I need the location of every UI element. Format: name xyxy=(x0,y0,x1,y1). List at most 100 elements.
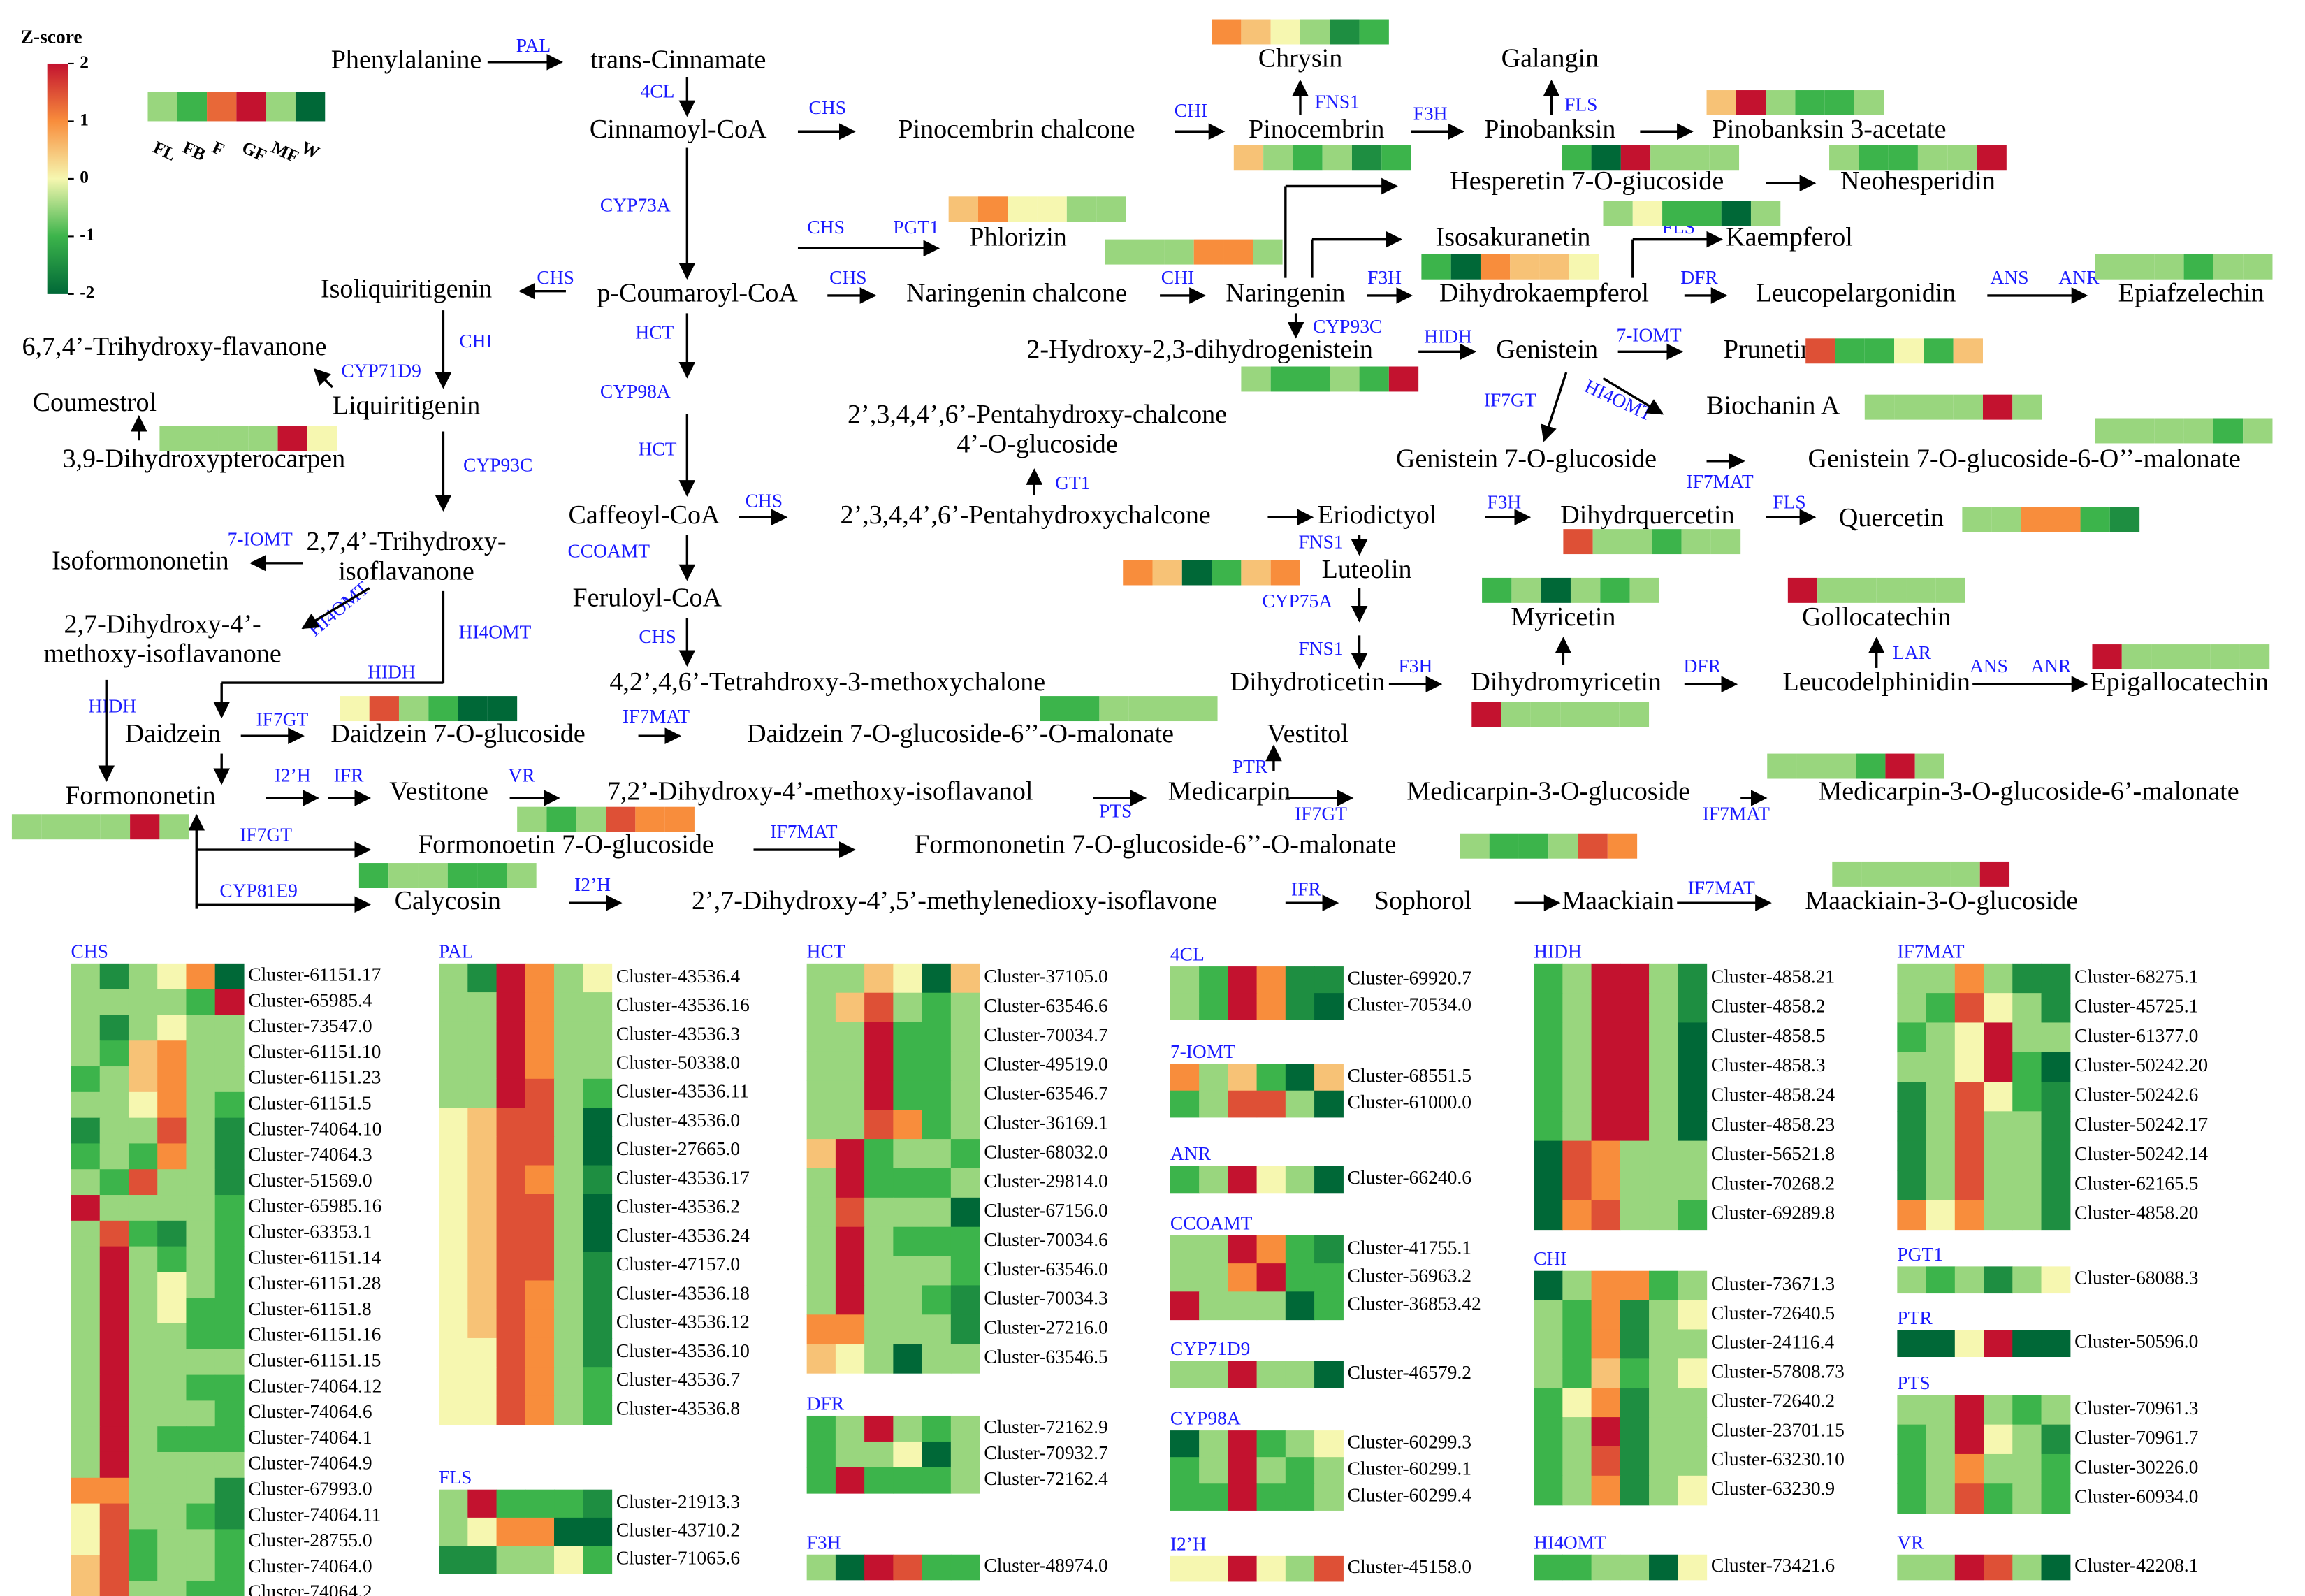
heatmap-cell xyxy=(806,1197,836,1228)
heatmap-cell xyxy=(1953,394,1983,420)
heatmap-cell xyxy=(525,1546,555,1574)
heatmap-cell xyxy=(1314,966,1344,994)
gene-label: CYP71D9 xyxy=(1170,1338,1251,1359)
cluster-label: Cluster-69289.8 xyxy=(1711,1203,1835,1224)
heatmap-cell xyxy=(583,1309,613,1339)
heatmap-cell xyxy=(1578,833,1608,859)
heatmap-cell xyxy=(1534,1022,1563,1053)
heatmap-cell xyxy=(99,1374,129,1402)
heatmap-cell xyxy=(1897,1483,1927,1514)
heatmap-cell xyxy=(71,1298,101,1324)
heatmap-cell xyxy=(1954,1111,1984,1142)
heatmap-cell xyxy=(71,1374,101,1402)
cluster-label: Cluster-63546.0 xyxy=(984,1258,1107,1279)
heatmap-cell xyxy=(835,1226,865,1257)
heatmap-cell xyxy=(806,1022,836,1052)
heatmap-cell xyxy=(439,1050,468,1080)
heatmap-cell xyxy=(1359,19,1389,45)
gene-label: CHS xyxy=(71,941,108,962)
heatmap-cell xyxy=(2121,644,2152,670)
heatmap-cell xyxy=(71,1503,101,1530)
gene-label: PTR xyxy=(1897,1307,1933,1328)
compound: Pinobanksin 3-acetate xyxy=(1713,115,1947,144)
heatmap-cell xyxy=(554,1395,583,1425)
heatmap-cell xyxy=(525,1108,555,1137)
heatmap-cell xyxy=(835,1554,865,1581)
heatmap-cell xyxy=(1681,529,1711,555)
heatmap-cell xyxy=(893,1139,923,1169)
heatmap-cell xyxy=(835,1344,865,1374)
gene-label: IF7MAT xyxy=(1897,941,1964,962)
heatmap-cell xyxy=(1591,1082,1621,1112)
color-scale xyxy=(47,63,68,294)
arrow xyxy=(313,368,334,389)
sample-label: W xyxy=(298,138,322,163)
heatmap-cell xyxy=(950,1051,980,1081)
heatmap-cell xyxy=(1562,1300,1592,1330)
heatmap-cell xyxy=(1984,1200,2013,1231)
heatmap-cell xyxy=(439,1252,468,1282)
cluster-label: Cluster-4858.21 xyxy=(1711,966,1835,987)
heatmap-cell xyxy=(214,1400,245,1427)
cluster-label: Cluster-62165.5 xyxy=(2074,1173,2198,1194)
heatmap-cell xyxy=(2041,1200,2071,1231)
heatmap-cell xyxy=(1256,1483,1286,1511)
heatmap-cell xyxy=(1541,577,1571,603)
heatmap-cell xyxy=(1314,1064,1344,1091)
cluster-label: Cluster-48974.0 xyxy=(984,1555,1107,1576)
cluster-label: Cluster-43536.17 xyxy=(616,1167,750,1188)
heatmap-cell xyxy=(99,1298,129,1324)
heatmap-cell xyxy=(835,1467,865,1494)
heatmap-cell xyxy=(2041,963,2071,994)
enzyme-label: CHS xyxy=(807,217,844,238)
heatmap-cell xyxy=(1984,1170,2013,1200)
heatmap-cell xyxy=(1285,1166,1315,1194)
cluster-label: Cluster-61151.8 xyxy=(248,1298,371,1319)
enzyme-label: PGT1 xyxy=(893,217,939,238)
heatmap-cell xyxy=(1678,1140,1708,1171)
compound: Genistein xyxy=(1496,335,1598,364)
heatmap-cell xyxy=(2012,963,2042,994)
heatmap-cell xyxy=(186,1143,216,1170)
heatmap-cell xyxy=(1805,338,1835,364)
heatmap-cell xyxy=(218,426,249,451)
heatmap-cell xyxy=(71,1195,101,1221)
cluster-label: Cluster-50242.6 xyxy=(2074,1084,2198,1105)
heatmap-cell xyxy=(1253,239,1283,265)
compound: Medicarpin xyxy=(1168,776,1290,806)
cluster-label: Cluster-43536.10 xyxy=(616,1340,750,1361)
heatmap-cell xyxy=(1991,507,2021,532)
heatmap-cell xyxy=(467,1309,497,1339)
heatmap-cell xyxy=(1322,145,1352,171)
heatmap-cell xyxy=(130,814,160,840)
compound: Naringenin chalcone xyxy=(906,279,1127,308)
enzyme-label: IF7GT xyxy=(240,824,292,845)
compound: Formononetin xyxy=(65,781,216,811)
heatmap-cell xyxy=(864,992,894,1023)
heatmap-cell xyxy=(922,1467,952,1494)
heatmap-cell xyxy=(1233,145,1264,171)
gene-label: HI4OMT xyxy=(1534,1532,1606,1553)
heatmap-cell xyxy=(388,863,419,888)
compound: Prunetin xyxy=(1724,335,1814,364)
heatmap-cell xyxy=(1199,1064,1228,1091)
compound: Luteolin xyxy=(1322,555,1412,584)
compound: Isoliquiritigenin xyxy=(321,274,492,303)
heatmap-cell xyxy=(2012,1554,2042,1581)
heatmap-cell xyxy=(1314,1483,1344,1511)
heatmap-cell xyxy=(1534,963,1563,994)
heatmap-cell xyxy=(2092,644,2122,670)
heatmap-cell xyxy=(922,1256,952,1286)
heatmap-cell xyxy=(1917,145,1948,171)
heatmap-cell xyxy=(1876,577,1907,603)
compound: 4’-O-glucoside xyxy=(957,429,1117,458)
heatmap-cell xyxy=(1796,753,1826,779)
heatmap-cell xyxy=(1607,833,1638,859)
heatmap-cell xyxy=(1620,1417,1650,1447)
heatmap-cell xyxy=(864,1415,894,1442)
heatmap-cell xyxy=(214,1272,245,1298)
heatmap-cell xyxy=(1649,1111,1678,1142)
heatmap-cell xyxy=(128,1323,158,1350)
cluster-label: Cluster-74064.0 xyxy=(248,1555,372,1576)
heatmap-cell xyxy=(157,1580,187,1596)
